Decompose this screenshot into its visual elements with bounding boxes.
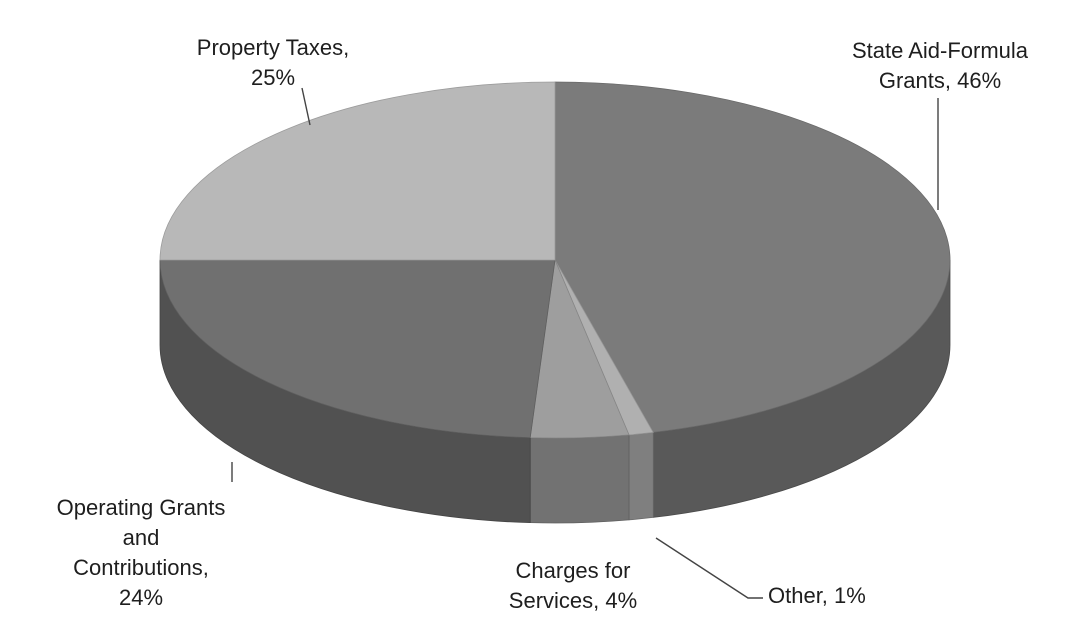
pie-side-other <box>628 431 654 521</box>
data-label-line: Charges for <box>516 558 631 583</box>
leader-line-other <box>655 537 763 599</box>
data-label-line: Services, 4% <box>509 588 637 613</box>
data-label-line: and <box>123 525 160 550</box>
data-label-line: Operating Grants <box>57 495 226 520</box>
data-label-line: State Aid-Formula <box>852 38 1029 63</box>
data-label-line: 25% <box>251 65 295 90</box>
pie-slice-operating-grants-and-contributions <box>159 259 556 439</box>
pie-side-charges-for-services <box>529 434 630 524</box>
data-label-line: Other, 1% <box>768 583 866 608</box>
data-label-state-aid-formula-grants: State Aid-Formula Grants, 46% <box>852 38 1029 93</box>
data-label-charges-for-services: Charges for Services, 4% <box>509 558 637 613</box>
data-label-line: 24% <box>119 585 163 610</box>
leader-line-property-taxes <box>301 87 311 126</box>
data-label-other: Other, 1% <box>768 583 866 608</box>
data-label-line: Property Taxes, <box>197 35 349 60</box>
data-label-line: Contributions, <box>73 555 209 580</box>
data-label-operating-grants-and-contributions: Operating Grants and Contributions, 24% <box>57 495 226 610</box>
data-label-property-taxes: Property Taxes, 25% <box>197 35 349 90</box>
pie-slice-property-taxes <box>159 81 556 261</box>
data-label-line: Grants, 46% <box>879 68 1001 93</box>
pie-slice-state-aid-formula-grants <box>554 81 951 433</box>
